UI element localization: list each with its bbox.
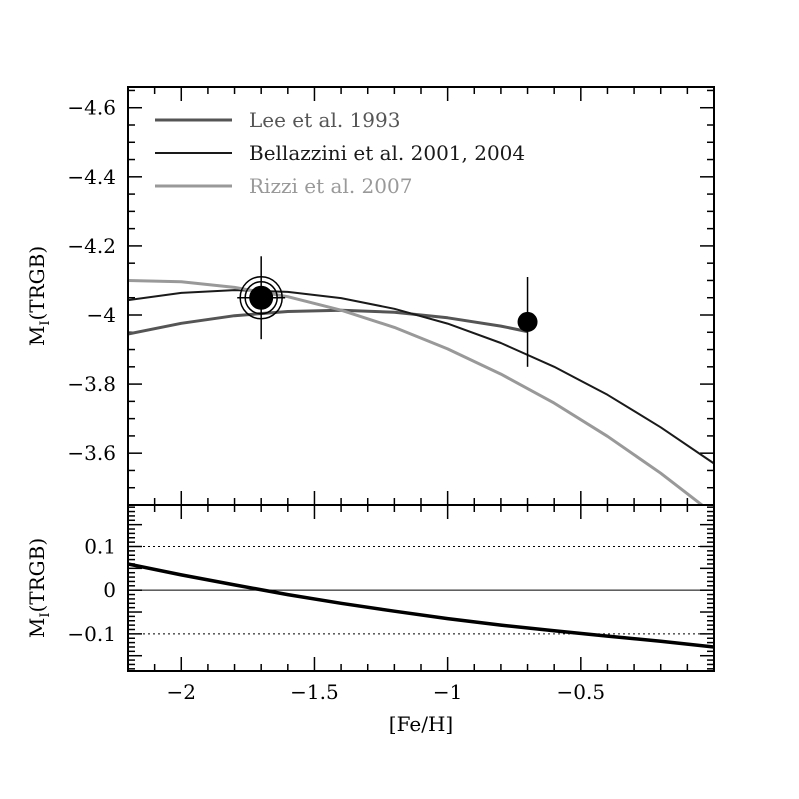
legend-label-rizzi: Rizzi et al. 2007 <box>249 174 412 198</box>
top-ytick-label: −3.8 <box>67 372 116 396</box>
x-axis-label: [Fe/H] <box>389 712 453 736</box>
top-ticks <box>127 87 715 505</box>
legend: Lee et al. 1993 Bellazzini et al. 2001, … <box>155 108 525 198</box>
marker-ring-outer <box>239 275 283 320</box>
bottom-xtick-label: −0.5 <box>557 680 606 704</box>
bottom-xtick-label: −1.5 <box>290 680 339 704</box>
bottom-panel: −0.1 0 0.1 −2 −1.5 −1 −0.5 MI(TRGB) [Fe/H] <box>25 504 715 736</box>
legend-item-lee: Lee et al. 1993 <box>155 108 400 132</box>
top-ytick-label: −3.6 <box>67 441 116 465</box>
top-panel: −3.6 −3.8 −4 −4.2 −4.4 −4.6 Lee et al. 1993 B… <box>25 86 715 506</box>
top-ytick-labels: −3.6 −3.8 −4 −4.2 −4.4 −4.6 <box>67 96 116 465</box>
bottom-y-axis-label: MI(TRGB) <box>25 538 53 638</box>
marker-ring-inner <box>244 280 278 315</box>
top-ytick-label: −4.6 <box>67 96 116 120</box>
top-y-axis-label: MI(TRGB) <box>25 246 53 346</box>
bottom-plot-frame <box>127 504 715 672</box>
bottom-xtick-label: −1 <box>433 680 462 704</box>
bottom-xtick-labels: −2 −1.5 −1 −0.5 <box>167 680 606 704</box>
top-ytick-label: −4 <box>87 303 116 327</box>
legend-item-rizzi: Rizzi et al. 2007 <box>155 174 412 198</box>
bottom-ticks <box>127 505 715 671</box>
bottom-ytick-label: −0.1 <box>67 622 116 646</box>
legend-label-lee: Lee et al. 1993 <box>249 108 400 132</box>
cluster-point-1 <box>237 256 286 340</box>
cluster-point-2 <box>517 277 538 367</box>
series-curve-rizzi <box>128 279 705 505</box>
bottom-ytick-label: 0.1 <box>84 535 116 559</box>
legend-item-bellazzini: Bellazzini et al. 2001, 2004 <box>155 141 525 165</box>
difference-curve <box>128 562 714 649</box>
top-ytick-label: −4.2 <box>67 234 116 258</box>
series-curve-bellazzini <box>128 289 714 465</box>
bottom-ytick-labels: −0.1 0 0.1 <box>67 535 116 646</box>
top-curves <box>128 279 714 505</box>
bottom-ytick-label: 0 <box>103 578 116 602</box>
marker-dot <box>249 285 274 310</box>
marker-dot <box>517 311 538 332</box>
bottom-curves <box>128 562 714 649</box>
legend-label-bellazzini: Bellazzini et al. 2001, 2004 <box>249 141 525 165</box>
bottom-reference-lines <box>128 546 714 635</box>
top-points <box>237 256 538 367</box>
top-ytick-label: −4.4 <box>67 165 116 189</box>
bottom-xtick-label: −2 <box>167 680 196 704</box>
